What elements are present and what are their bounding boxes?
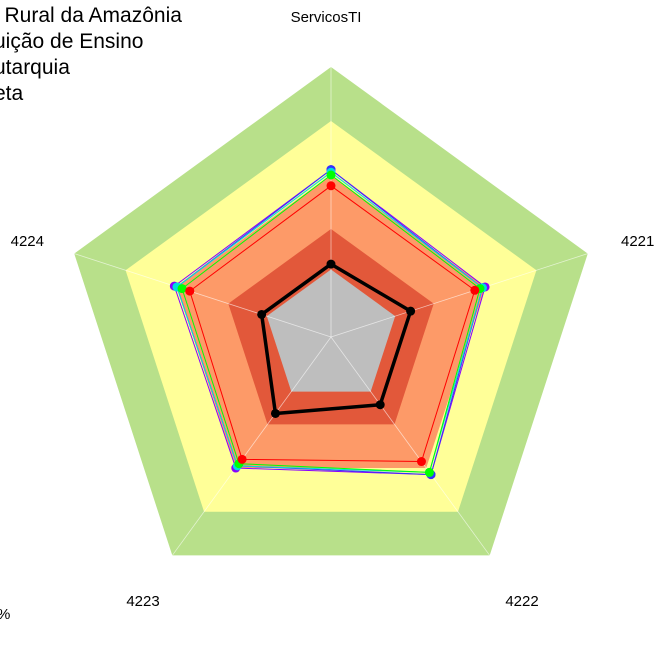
header-line-2: uição de Ensino xyxy=(0,30,144,53)
series-0-point-2 xyxy=(375,400,385,410)
series-2-point-2 xyxy=(424,467,434,477)
series-1-point-1 xyxy=(470,285,480,295)
footer-percent-text: % xyxy=(0,606,10,623)
spoke-3 xyxy=(171,336,332,556)
header-line-4: eta xyxy=(0,82,24,105)
axis-label-3: 4223 xyxy=(126,593,159,610)
axis-label-4: 4224 xyxy=(11,233,44,250)
series-line-5 xyxy=(173,169,486,476)
series-1-point-2 xyxy=(416,457,426,467)
series-1-point-3 xyxy=(237,454,247,464)
axis-label-1: 4221 xyxy=(621,233,654,250)
radar-axis-labels: ServicosTI 4221 4222 4223 4224 xyxy=(11,9,655,610)
spoke-2 xyxy=(330,336,491,556)
series-2-point-4 xyxy=(177,284,187,294)
series-line-0 xyxy=(259,262,413,416)
header-line-3: utarquia xyxy=(0,56,70,79)
series-1-point-4 xyxy=(185,286,195,296)
series-2-point-0 xyxy=(326,170,336,180)
axis-label-0: ServicosTI xyxy=(291,9,362,26)
series-1-point-0 xyxy=(326,181,336,191)
radar-series xyxy=(169,165,490,480)
axis-label-2: 4222 xyxy=(505,593,538,610)
series-line-3 xyxy=(176,171,484,473)
series-line-1 xyxy=(189,185,476,463)
spoke-4 xyxy=(74,253,332,338)
radar-spokes xyxy=(74,67,588,556)
spoke-1 xyxy=(330,253,588,338)
header-line-1: l Rural da Amazônia xyxy=(0,4,182,27)
series-0-point-0 xyxy=(326,259,336,269)
series-0-point-4 xyxy=(257,309,267,319)
series-0-point-3 xyxy=(270,408,280,418)
series-0-point-1 xyxy=(406,306,416,316)
series-line-2 xyxy=(181,174,481,473)
